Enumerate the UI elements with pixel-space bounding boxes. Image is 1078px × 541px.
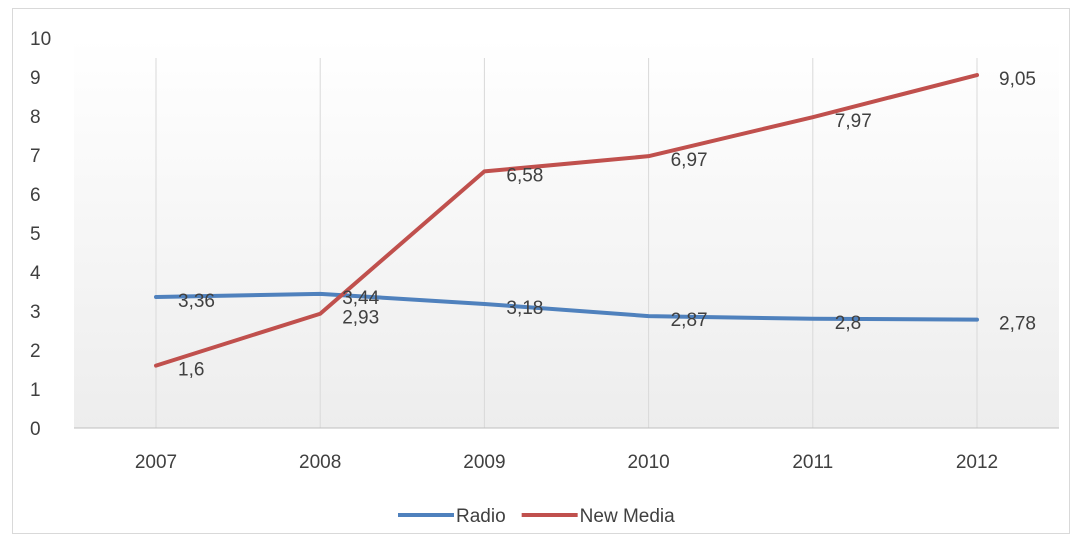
x-tick-label-2007: 2007 — [135, 452, 177, 473]
series-line-new-media — [154, 73, 979, 368]
legend-label-radio: Radio — [456, 506, 506, 527]
x-tick-label-2010: 2010 — [627, 452, 669, 473]
data-label-radio-2008: 3,44 — [342, 288, 379, 309]
data-label-radio-2009: 3,18 — [506, 298, 543, 319]
y-tick-label-8: 8 — [30, 107, 41, 128]
data-label-new-media-2008: 2,93 — [342, 308, 379, 329]
y-tick-label-2: 2 — [30, 341, 41, 362]
plot-area — [74, 38, 1059, 428]
data-label-radio-2012: 2,78 — [999, 314, 1036, 335]
data-label-radio-2010: 2,87 — [671, 310, 708, 331]
y-tick-label-3: 3 — [30, 302, 41, 323]
y-tick-label-5: 5 — [30, 224, 41, 245]
data-label-new-media-2009: 6,58 — [506, 165, 543, 186]
y-tick-label-6: 6 — [30, 185, 41, 206]
data-label-new-media-2007: 1,6 — [178, 360, 204, 381]
y-tick-label-9: 9 — [30, 68, 41, 89]
y-tick-label-10: 10 — [30, 29, 51, 50]
y-tick-label-0: 0 — [30, 419, 41, 440]
x-axis-ticks: 2007 2008 2009 2010 2011 2012 — [135, 452, 998, 473]
data-label-new-media-2010: 6,97 — [671, 150, 708, 171]
y-tick-label-7: 7 — [30, 146, 41, 167]
x-tick-label-2008: 2008 — [299, 452, 341, 473]
series-lines — [154, 73, 979, 368]
data-label-new-media-2012: 9,05 — [999, 69, 1036, 90]
y-tick-label-1: 1 — [30, 380, 41, 401]
x-tick-label-2009: 2009 — [463, 452, 505, 473]
y-axis-ticks: 0 1 2 3 4 5 6 7 8 9 10 — [30, 29, 51, 440]
y-tick-label-4: 4 — [30, 263, 41, 284]
data-labels: 3,36 3,44 3,18 2,87 2,8 2,78 1,6 2,93 6,58 6,97 7,… — [178, 69, 1036, 381]
x-tick-label-2011: 2011 — [792, 452, 833, 473]
series-line-radio — [154, 291, 979, 322]
data-label-new-media-2011: 7,97 — [835, 111, 872, 132]
legend-label-new-media: New Media — [580, 506, 675, 527]
x-tick-label-2012: 2012 — [956, 452, 998, 473]
data-label-radio-2011: 2,8 — [835, 313, 861, 334]
data-label-radio-2007: 3,36 — [178, 291, 215, 312]
legend: Radio New Media — [398, 506, 675, 527]
